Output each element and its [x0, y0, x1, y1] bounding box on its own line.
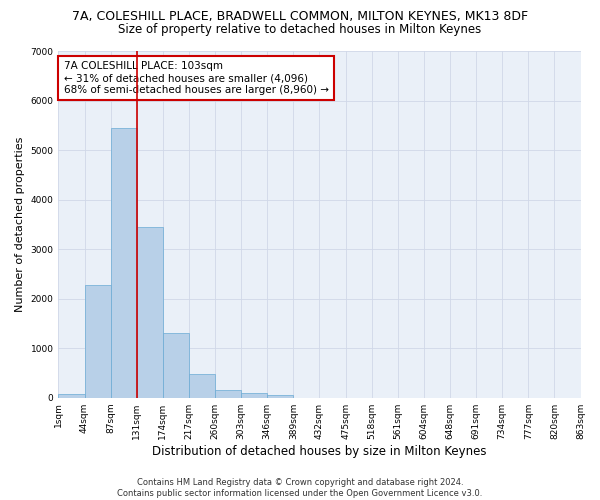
Text: 7A COLESHILL PLACE: 103sqm
← 31% of detached houses are smaller (4,096)
68% of s: 7A COLESHILL PLACE: 103sqm ← 31% of deta… [64, 62, 329, 94]
Bar [85, 285, 110, 398]
Bar [110, 128, 137, 398]
Text: Contains HM Land Registry data © Crown copyright and database right 2024.
Contai: Contains HM Land Registry data © Crown c… [118, 478, 482, 498]
Text: 7A, COLESHILL PLACE, BRADWELL COMMON, MILTON KEYNES, MK13 8DF: 7A, COLESHILL PLACE, BRADWELL COMMON, MI… [72, 10, 528, 23]
Bar [58, 394, 85, 398]
Bar [163, 333, 189, 398]
Text: Size of property relative to detached houses in Milton Keynes: Size of property relative to detached ho… [118, 22, 482, 36]
Y-axis label: Number of detached properties: Number of detached properties [15, 136, 25, 312]
Bar [137, 227, 163, 398]
Bar [189, 374, 215, 398]
Bar [241, 393, 267, 398]
Bar [267, 395, 293, 398]
X-axis label: Distribution of detached houses by size in Milton Keynes: Distribution of detached houses by size … [152, 444, 487, 458]
Bar [215, 390, 241, 398]
